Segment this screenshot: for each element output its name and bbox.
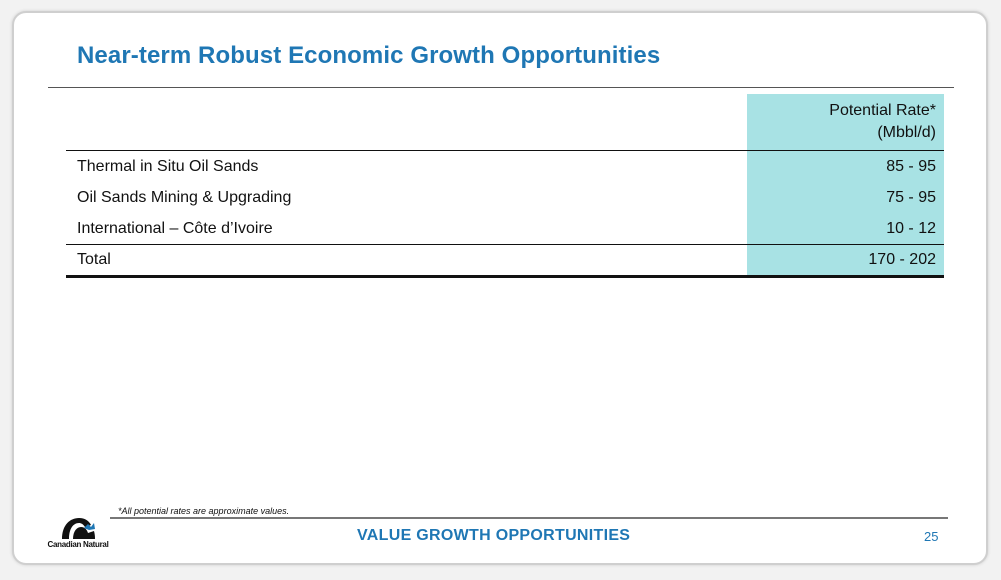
total-rate: 170 - 202 [747, 244, 944, 278]
page-title: Near-term Robust Economic Growth Opportu… [77, 42, 661, 69]
header-label-cell [66, 94, 747, 151]
header-rate-cell: Potential Rate* (Mbbl/d) [747, 94, 944, 151]
footer-section-label: VALUE GROWTH OPPORTUNITIES [357, 527, 631, 544]
row-rate: 85 - 95 [747, 150, 944, 182]
footer-divider [110, 517, 948, 519]
company-logo: Canadian Natural [42, 515, 114, 553]
table-header-row: Potential Rate* (Mbbl/d) [66, 94, 944, 151]
title-divider [48, 87, 954, 88]
slide: Near-term Robust Economic Growth Opportu… [12, 11, 988, 565]
table-row: Oil Sands Mining & Upgrading 75 - 95 [66, 182, 944, 213]
canadian-natural-logo-icon [62, 518, 95, 539]
total-label: Total [66, 244, 747, 278]
row-label: International – Côte d’Ivoire [66, 213, 747, 245]
page-number: 25 [924, 529, 939, 544]
header-rate-title: Potential Rate* [829, 102, 936, 119]
row-label: Oil Sands Mining & Upgrading [77, 188, 292, 206]
logo-text: Canadian Natural [47, 540, 109, 549]
row-rate: 10 - 12 [747, 213, 944, 245]
row-label: Thermal in Situ Oil Sands [77, 157, 259, 175]
row-rate: 75 - 95 [747, 182, 944, 213]
table-row: Thermal in Situ Oil Sands 85 - 95 [66, 150, 944, 182]
header-rate-unit: (Mbbl/d) [877, 124, 936, 141]
footnote: *All potential rates are approximate val… [118, 506, 290, 516]
table-row: International – Côte d’Ivoire 10 - 12 [66, 213, 944, 245]
growth-table: Potential Rate* (Mbbl/d) Thermal in Situ… [66, 94, 944, 278]
table-total-row: Total 170 - 202 [66, 244, 944, 278]
